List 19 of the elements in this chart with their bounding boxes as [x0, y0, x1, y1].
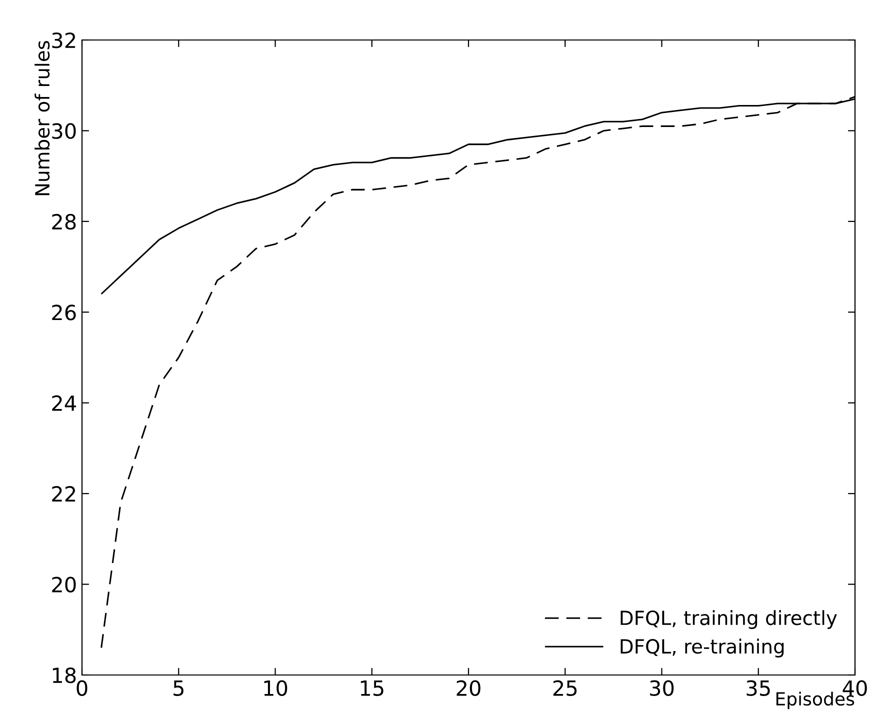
x-tick-label: 35 [746, 680, 770, 696]
y-axis-title: Number of rules [34, 40, 50, 196]
x-tick-label: 10 [264, 680, 288, 696]
y-tick-label: 20 [52, 576, 76, 592]
x-tick-label: 5 [174, 680, 184, 696]
y-tick-label: 18 [52, 667, 76, 684]
x-tick-label: 20 [456, 680, 480, 696]
y-tick-label: 28 [52, 214, 76, 230]
y-tick-label: 32 [52, 32, 76, 48]
legend-label: DFQL, training directly [620, 610, 837, 629]
x-tick-label: 30 [650, 680, 674, 696]
y-tick-label: 24 [52, 395, 76, 411]
x-tick-label: 0 [76, 680, 88, 696]
y-tick-label: 26 [52, 304, 76, 320]
y-tick-label: 22 [52, 486, 76, 502]
legend-label: DFQL, re-training [620, 638, 784, 658]
x-tick-label: 15 [360, 680, 384, 696]
x-tick-label: 25 [553, 680, 577, 696]
y-tick-label: 30 [52, 123, 76, 139]
